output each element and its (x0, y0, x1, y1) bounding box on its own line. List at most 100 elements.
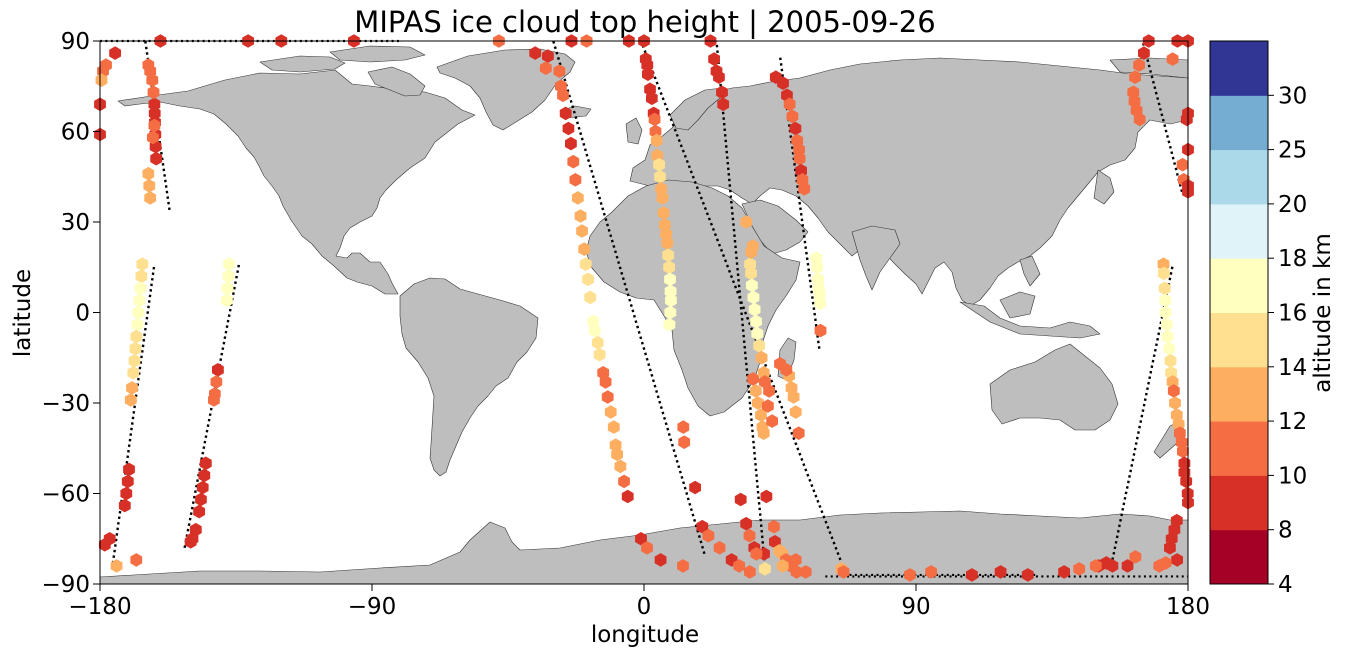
cloud-top-point (777, 76, 789, 90)
cloud-top-point (562, 121, 575, 136)
cloud-top-point (130, 553, 143, 567)
cloud-top-point (599, 375, 612, 389)
cloud-top-point (223, 257, 235, 271)
cloud-top-point (793, 151, 806, 166)
cloud-top-point (147, 130, 159, 145)
land-philippines (1019, 255, 1041, 287)
cloud-top-point (664, 284, 677, 299)
cloud-top-point (786, 109, 799, 124)
cloud-top-point (579, 257, 592, 271)
colorbar-segment (1210, 312, 1268, 368)
cloud-top-point (657, 206, 670, 220)
cloud-top-point (966, 568, 978, 582)
cloud-top-point (776, 559, 789, 573)
colorbar-segment (1210, 421, 1268, 476)
cloud-top-point (792, 426, 805, 440)
cloud-top-point (811, 260, 824, 275)
cloud-top-point (199, 456, 212, 471)
cloud-top-point (745, 266, 757, 281)
cloud-top-point (717, 97, 730, 112)
cloud-top-point (663, 317, 676, 332)
cloud-top-point (746, 278, 758, 293)
cloud-top-point (557, 88, 569, 103)
cloud-top-point (1100, 556, 1113, 570)
cloud-top-point (641, 58, 654, 72)
cloud-top-point (578, 242, 590, 256)
colorbar-tick-label: 12 (1278, 409, 1307, 435)
colorbar-tick-label: 10 (1278, 463, 1307, 489)
cloud-top-point (1089, 559, 1102, 573)
cloud-top-point (696, 519, 709, 534)
cloud-top-point (584, 290, 597, 305)
cloud-top-point (1159, 556, 1172, 570)
cloud-top-point (553, 64, 566, 78)
cloud-top-point (148, 97, 161, 112)
x-tick-label: 0 (637, 594, 652, 620)
land-india (851, 225, 901, 291)
orbit-track-I (1141, 40, 1184, 193)
colorbar-tick-label: 30 (1278, 83, 1307, 109)
cloud-top-point (814, 296, 827, 311)
cloud-top-point (1177, 444, 1189, 459)
cloud-top-point (664, 305, 677, 320)
cloud-top-point (142, 58, 155, 72)
cloud-top-point (1129, 70, 1141, 84)
cloud-top-point (662, 248, 675, 262)
cloud-top-point (582, 272, 594, 287)
cloud-top-point (126, 381, 138, 395)
cloud-top-point (601, 390, 614, 404)
cloud-top-point (1180, 474, 1193, 489)
cloud-top-point (708, 52, 720, 66)
colorbar: 4 8 10 12 14 16 18 20 25 30 (1209, 40, 1307, 598)
cloud-top-point (750, 314, 762, 329)
cloud-top-point (569, 173, 582, 187)
cloud-top-point (529, 46, 542, 60)
cloud-top-point (148, 106, 161, 121)
cloud-top-point (542, 49, 554, 63)
colorbar-tick-label: 18 (1278, 246, 1307, 272)
y-tick-label: −30 (41, 391, 90, 417)
cloud-top-point (635, 532, 647, 546)
y-tick-label: 30 (61, 210, 90, 236)
land-britain (625, 117, 643, 145)
cloud-top-point (571, 191, 584, 205)
cloud-top-point (733, 559, 746, 573)
cloud-top-point (753, 338, 765, 353)
cloud-top-point (744, 257, 756, 271)
cloud-top-point (1158, 281, 1171, 296)
colorbar-tick-label: 25 (1278, 138, 1307, 164)
cloud-top-point (749, 384, 762, 398)
colorbar-segment (1210, 529, 1268, 585)
cloud-top-point (196, 480, 209, 495)
cloud-top-point (1157, 257, 1170, 271)
cloud-top-point (1159, 293, 1172, 308)
cloud-top-point (755, 408, 767, 422)
cloud-top-point (810, 251, 823, 265)
colorbar-segment (1210, 95, 1268, 151)
cloud-top-point (150, 151, 163, 166)
cloud-top-point (713, 541, 726, 555)
cloud-top-point (768, 519, 780, 534)
cloud-top-point (1164, 541, 1176, 555)
cloud-top-point (751, 326, 764, 341)
x-tick-label: 180 (1166, 594, 1210, 620)
cloud-top-point (212, 363, 224, 377)
cloud-top-point (221, 293, 233, 308)
cloud-top-point (746, 239, 759, 253)
cloud-top-point (118, 498, 131, 513)
cloud-top-point (127, 366, 140, 380)
cloud-top-point (1073, 562, 1086, 576)
cloud-top-point (1169, 396, 1181, 410)
orbit-track-G (778, 55, 821, 349)
cloud-top-point (131, 317, 144, 332)
cloud-top-point (750, 547, 763, 561)
y-axis-label: latitude (10, 269, 36, 357)
cloud-top-point (210, 375, 223, 389)
orbit-track-B (110, 264, 156, 570)
land-ellesmere (329, 45, 426, 63)
cloud-top-point (716, 85, 728, 100)
cloud-top-point (994, 565, 1007, 579)
cloud-top-point (1121, 559, 1134, 573)
x-tick-label: 90 (901, 594, 930, 620)
